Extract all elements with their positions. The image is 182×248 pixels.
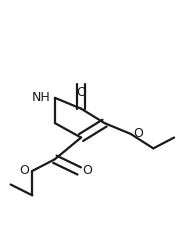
Text: NH: NH bbox=[32, 91, 50, 104]
Text: O: O bbox=[20, 164, 30, 178]
Text: O: O bbox=[76, 86, 86, 99]
Text: O: O bbox=[133, 127, 143, 140]
Text: O: O bbox=[82, 164, 92, 178]
